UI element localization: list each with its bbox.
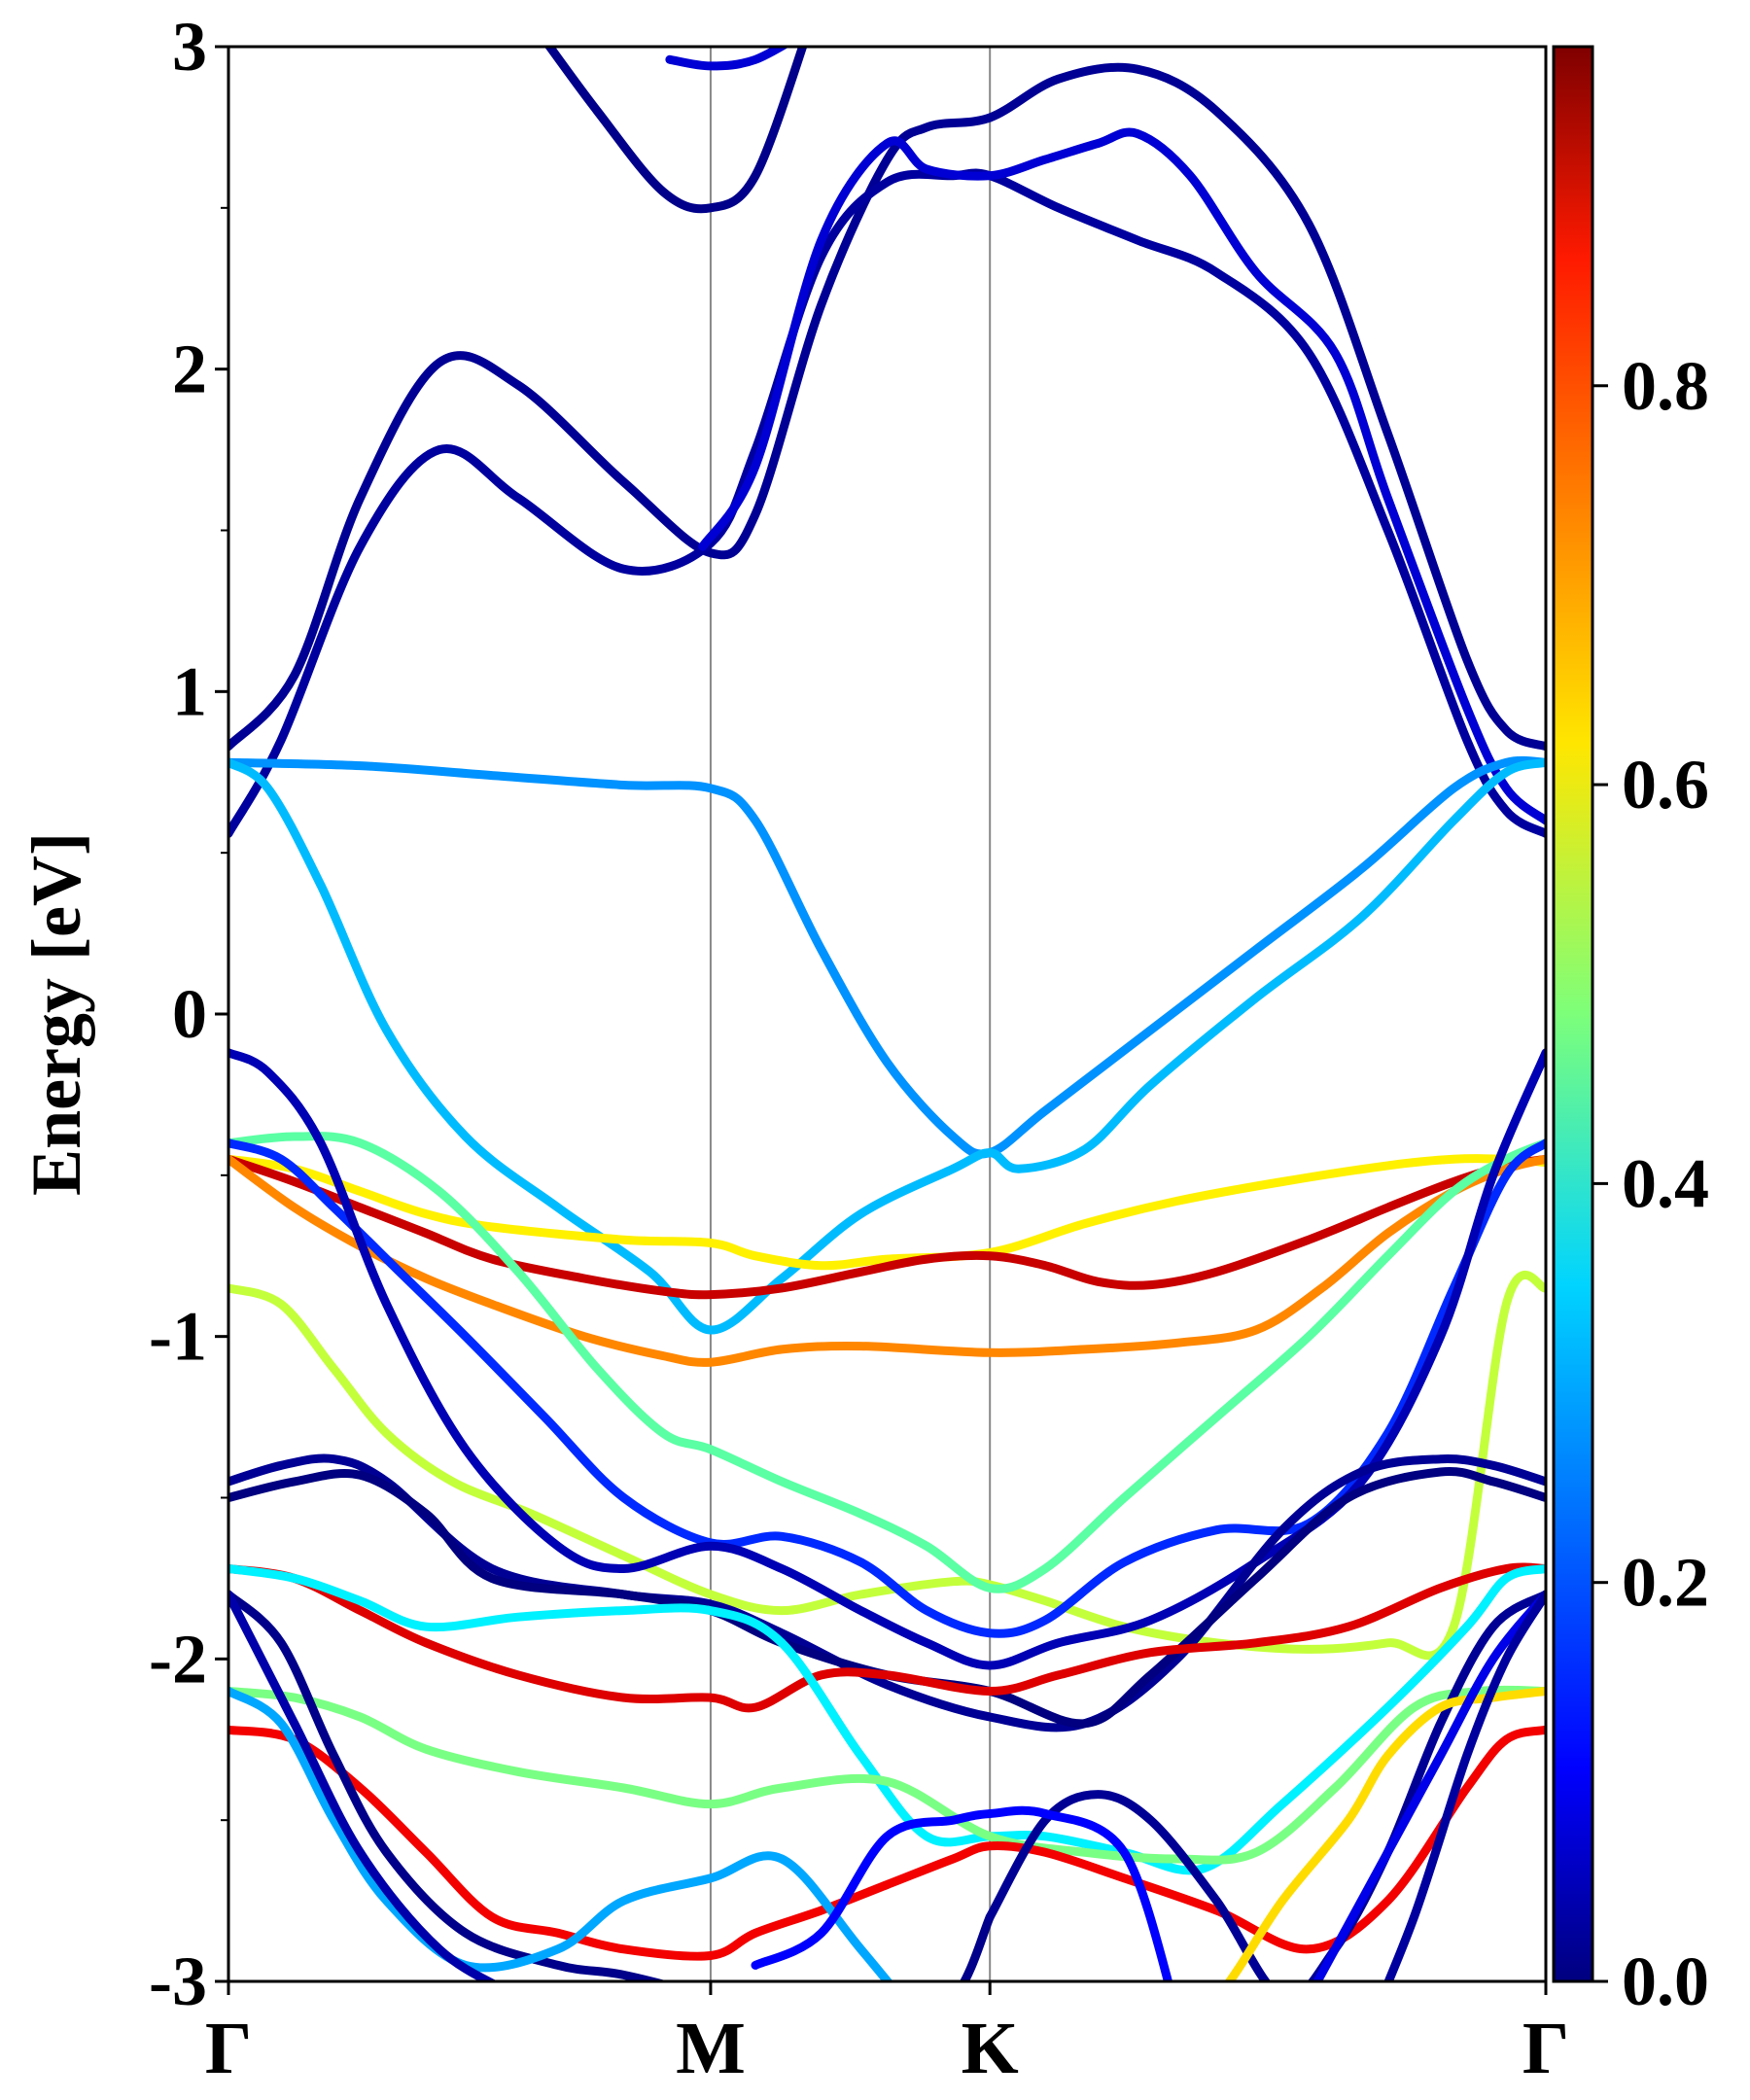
y-axis-label: Energy [eV] bbox=[18, 832, 95, 1196]
kpoint-label-2: K bbox=[962, 2008, 1019, 2089]
colorbar-tick-label-0: 0.0 bbox=[1622, 1942, 1709, 2020]
band-line-5 bbox=[665, 47, 790, 71]
colorbar bbox=[1552, 45, 1594, 1983]
band-line-17 bbox=[228, 1562, 1546, 1713]
band-line-25 bbox=[1224, 1687, 1546, 1981]
band-line-14 bbox=[228, 1048, 1546, 1670]
kpoint-divider-lines bbox=[709, 47, 992, 1981]
y-tick-label-3: 0 bbox=[172, 975, 207, 1053]
colorbar-tick-label-1: 0.2 bbox=[1622, 1544, 1709, 1622]
band-line-12 bbox=[228, 1132, 1546, 1593]
band-line-7 bbox=[228, 757, 1546, 1335]
kpoint-label-1: M bbox=[676, 2008, 746, 2089]
band-line-13 bbox=[228, 1138, 1546, 1638]
y-tick-label-0: 3 bbox=[172, 8, 207, 86]
band-line-1 bbox=[228, 62, 1546, 752]
colorbar-tick-label-3: 0.6 bbox=[1622, 746, 1709, 823]
band-line-18 bbox=[228, 1564, 1546, 1875]
band-line-9 bbox=[228, 1154, 1546, 1300]
band-line-27 bbox=[1383, 1590, 1546, 1981]
y-tick-label-4: -1 bbox=[149, 1298, 207, 1376]
colorbar-tick-label-2: 0.4 bbox=[1622, 1144, 1709, 1222]
colorbar-tick-label-4: 0.8 bbox=[1622, 347, 1709, 425]
band-line-23 bbox=[228, 1687, 893, 1981]
band-line-4 bbox=[543, 47, 808, 214]
band-line-6 bbox=[228, 755, 1546, 1159]
band-line-19 bbox=[228, 1685, 1546, 1865]
kpoint-label-3: Γ bbox=[1522, 2008, 1569, 2089]
y-tick-label-1: 2 bbox=[172, 331, 207, 408]
y-tick-label-5: -2 bbox=[149, 1620, 207, 1698]
band-line-3 bbox=[698, 127, 1546, 825]
band-line-11 bbox=[228, 1271, 1546, 1661]
band-line-20 bbox=[228, 1725, 1546, 1961]
band-line-10 bbox=[228, 1154, 1546, 1367]
y-tick-label-2: 1 bbox=[172, 652, 207, 730]
band-line-2 bbox=[228, 168, 1546, 838]
band-line-24 bbox=[751, 1805, 1173, 1981]
band-line-8 bbox=[228, 1154, 1546, 1271]
plot-frame bbox=[227, 45, 1548, 1983]
colorbar-ticks: 0.0 0.2 0.4 0.6 0.8 bbox=[1592, 347, 1709, 2020]
band-line-21 bbox=[228, 1590, 995, 1981]
y-tick-label-6: -3 bbox=[149, 1942, 207, 2020]
band-lines bbox=[228, 47, 1546, 1981]
y-axis-ticks: 3 2 1 0 -1 -2 -3 bbox=[149, 8, 228, 2020]
band-line-26 bbox=[1312, 1590, 1546, 1981]
band-line-28 bbox=[228, 1590, 499, 1981]
kpoint-label-0: Γ bbox=[205, 2008, 252, 2089]
